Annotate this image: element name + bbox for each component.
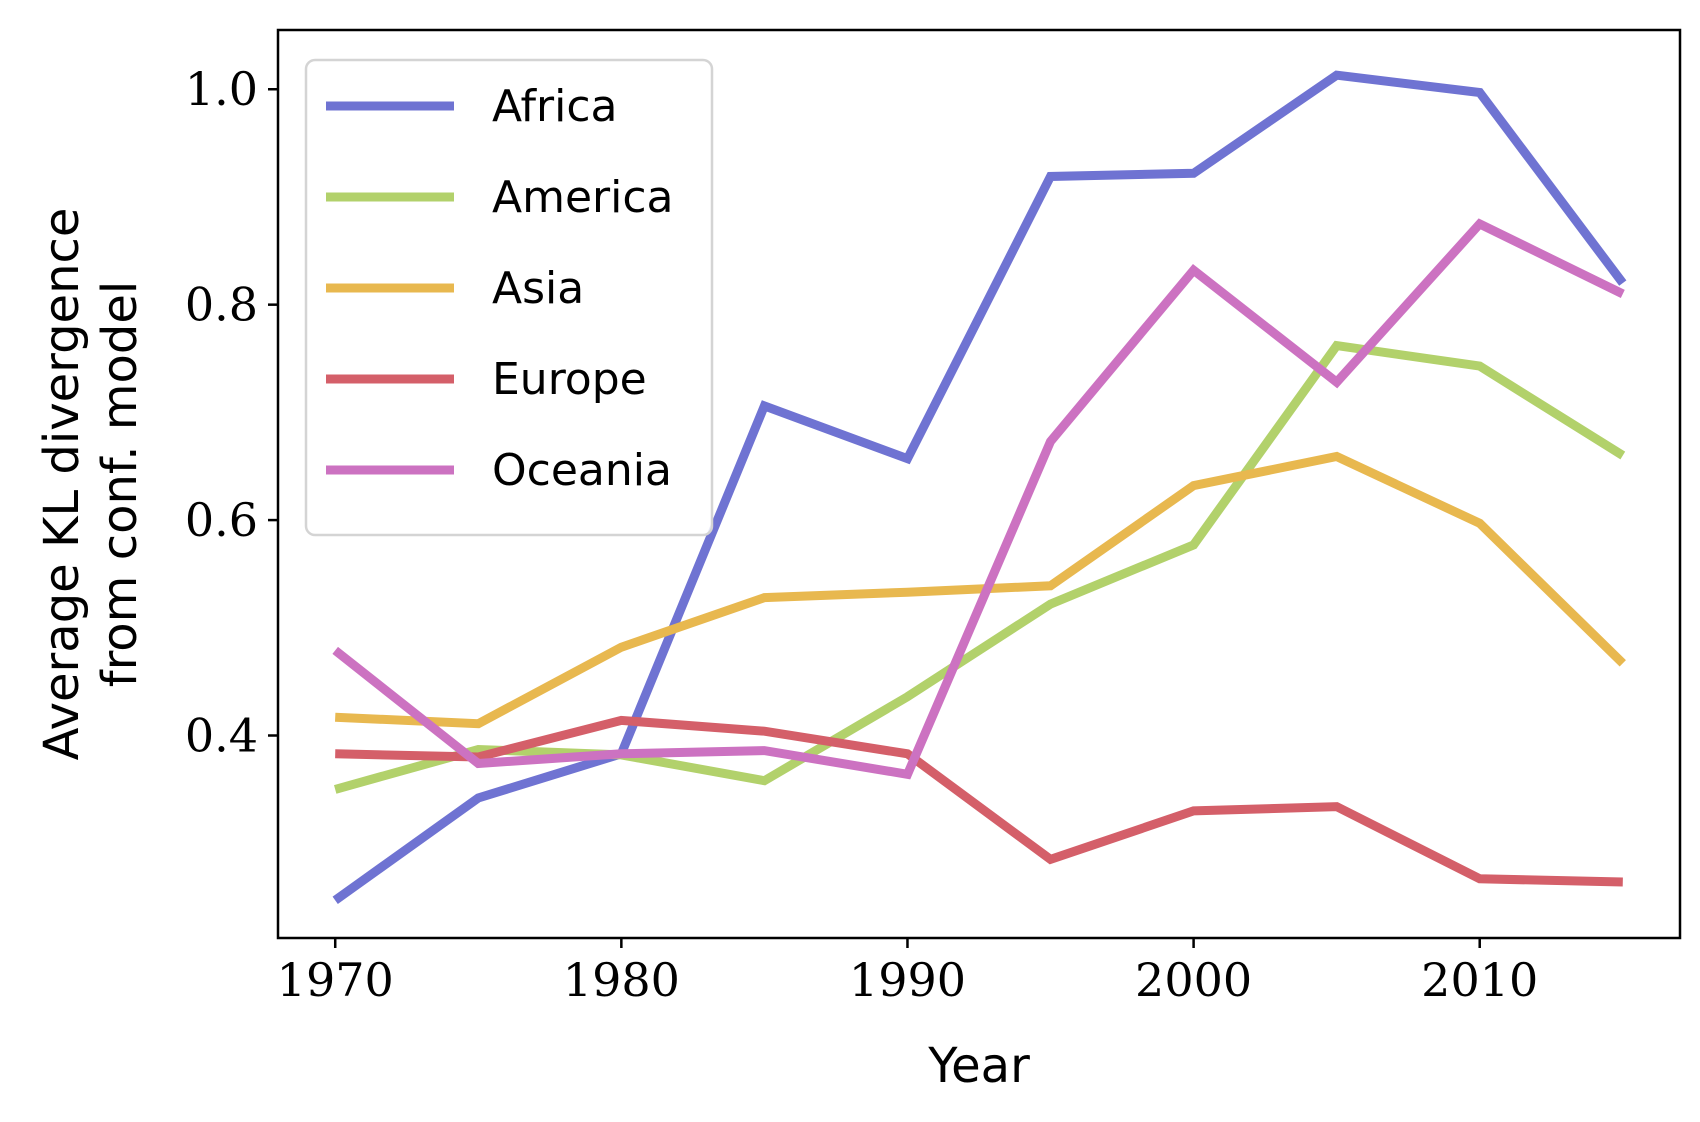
y-tick-label: 1.0 [185,62,258,116]
legend: Africa America Asia Europe Oceania [304,58,714,537]
y-axis-title-line: Average KL divergence [34,208,90,761]
y-tick-label: 0.6 [185,493,258,547]
series-line-europe [335,715,1623,887]
y-tick-label: 0.4 [185,709,258,763]
legend-box [304,58,714,537]
x-tick-label: 2000 [1135,953,1252,1007]
y-axis-title: Average KL divergencefrom conf. model [34,208,148,761]
x-tick-label: 1980 [563,953,680,1007]
x-tick-label: 1990 [849,953,966,1007]
legend-label-asia: Asia [492,263,584,314]
y-axis-title-line: from conf. model [92,281,148,688]
x-tick-label: 2010 [1421,953,1538,1007]
series-line-africa [332,70,1627,904]
series-line-asia [334,451,1626,729]
series-line-oceania [332,218,1625,780]
series-layer [332,70,1627,904]
legend-label-africa: Africa [492,81,618,132]
y-tick-label: 0.8 [185,278,258,332]
x-tick-label: 1970 [277,953,394,1007]
series-line-america [333,340,1626,794]
axis-layer: 1970 1980 1990 2000 2010 0.4 0.6 0.8 1.0 [185,62,1538,1007]
legend-label-europe: Europe [492,354,647,405]
plot-frame [276,28,1682,940]
x-axis-title: Year [927,1038,1030,1094]
legend-label-america: America [492,172,674,223]
legend-label-oceania: Oceania [492,445,672,496]
